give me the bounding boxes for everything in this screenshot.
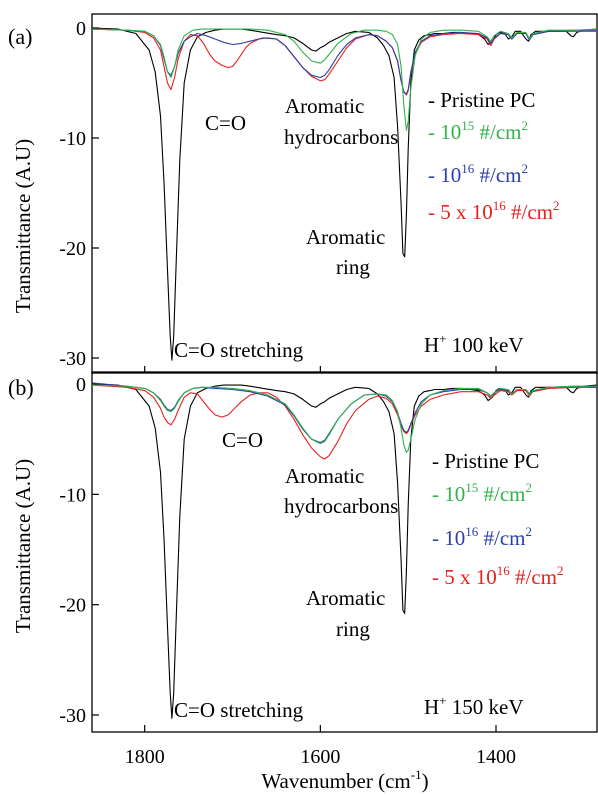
annotation-aromatic-hydrocarbons-1: Aromatic bbox=[285, 94, 364, 118]
legend-entry-pristine: - Pristine PC bbox=[428, 88, 535, 112]
y-tick-label: -10 bbox=[59, 484, 86, 506]
axis-ticks: 0 -10 -20 -30 bbox=[59, 18, 497, 373]
annotation-aromatic-ring-2: ring bbox=[336, 617, 370, 641]
annotation-co: C=O bbox=[205, 111, 246, 135]
y-tick-label: -30 bbox=[59, 705, 86, 727]
annotation-co-stretching: C=O stretching bbox=[174, 338, 304, 362]
y-axis-title: Transmittance (A.U) bbox=[11, 139, 35, 313]
legend-entry-d1e15: - 1015 #/cm2 bbox=[432, 480, 532, 506]
axis-ticks: 0 -10 -20 -30 1800 1600 1400 bbox=[59, 374, 516, 768]
legend: - Pristine PC - 1015 #/cm2 - 1016 #/cm2 - 5… bbox=[428, 88, 560, 224]
condition-label: H+ 150 keV bbox=[424, 693, 524, 719]
condition-label: H+ 100 keV bbox=[424, 331, 524, 357]
panel-a: (a) 0 -10 -20 -30 C=O Aromatic hydrocarbons… bbox=[8, 13, 598, 374]
panel-label: (a) bbox=[8, 24, 32, 49]
annotation-aromatic-ring-1: Aromatic bbox=[306, 586, 385, 610]
y-tick-label: -10 bbox=[59, 128, 86, 150]
y-axis-title-b: Transmittance (A.U) bbox=[11, 459, 35, 633]
series-line-d1e15 bbox=[91, 384, 597, 453]
spectra bbox=[91, 27, 598, 361]
legend-entry-d1e16: - 1016 #/cm2 bbox=[428, 161, 528, 187]
series-line-d1e16 bbox=[91, 382, 598, 444]
annotation-aromatic-ring-2: ring bbox=[336, 255, 370, 279]
y-tick-label: -20 bbox=[59, 238, 86, 260]
spectra bbox=[91, 382, 598, 719]
annotation-aromatic-ring-1: Aromatic bbox=[306, 225, 385, 249]
y-tick-label: -20 bbox=[59, 595, 86, 617]
x-axis-title: Wavenumber (cm-1) bbox=[261, 767, 428, 793]
series-line-d5e16 bbox=[91, 384, 597, 460]
series-line-d1e15 bbox=[91, 28, 598, 131]
annotation-aromatic-hydrocarbons-2: hydrocarbons bbox=[284, 125, 398, 149]
series-line-pristine bbox=[91, 27, 598, 361]
x-tick-label: 1400 bbox=[476, 746, 516, 768]
legend-entry-d5e16: - 5 x 1016 #/cm2 bbox=[428, 198, 560, 224]
legend: - Pristine PC - 1015 #/cm2 - 1016 #/cm2 - 5… bbox=[432, 449, 564, 589]
panel-label: (b) bbox=[8, 375, 34, 400]
y-tick-label: -30 bbox=[59, 348, 86, 370]
series-line-d5e16 bbox=[91, 28, 597, 96]
legend-entry-d5e16: - 5 x 1016 #/cm2 bbox=[432, 563, 564, 589]
x-tick-label: 1800 bbox=[125, 746, 165, 768]
legend-entry-d1e15: - 1015 #/cm2 bbox=[428, 118, 528, 144]
annotation-aromatic-hydrocarbons-2: hydrocarbons bbox=[284, 494, 398, 518]
legend-entry-d1e16: - 1016 #/cm2 bbox=[432, 524, 532, 550]
y-tick-label: 0 bbox=[76, 18, 86, 40]
series-line-d1e16 bbox=[91, 28, 597, 95]
legend-entry-pristine: - Pristine PC bbox=[432, 449, 539, 473]
annotation-co: C=O bbox=[222, 428, 263, 452]
annotation-co-stretching: C=O stretching bbox=[174, 698, 304, 722]
series-line-pristine bbox=[91, 383, 598, 719]
annotation-aromatic-hydrocarbons-1: Aromatic bbox=[285, 464, 364, 488]
y-tick-label: 0 bbox=[76, 374, 86, 396]
plot-frame bbox=[91, 13, 598, 374]
x-tick-label: 1600 bbox=[300, 746, 340, 768]
plot-frame bbox=[91, 371, 598, 733]
